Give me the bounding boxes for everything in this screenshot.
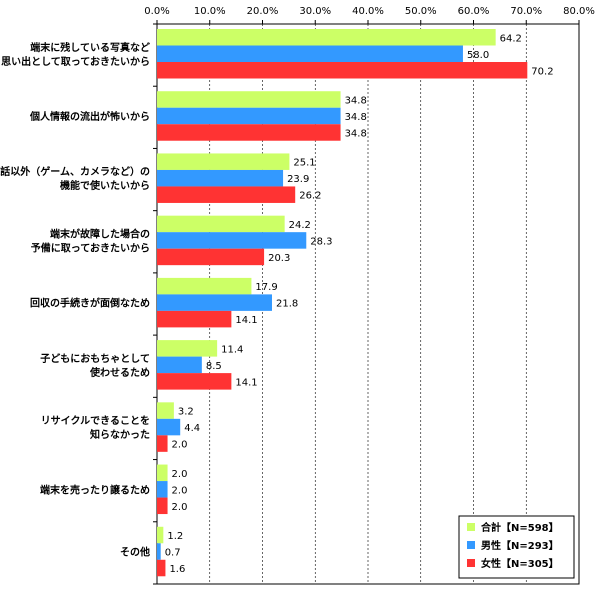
category-label: 子どもにおもちゃとして — [40, 352, 150, 365]
data-label: 14.1 — [235, 377, 257, 388]
bar — [157, 248, 265, 266]
bar — [157, 373, 232, 390]
bar — [157, 418, 181, 436]
data-label: 34.8 — [345, 128, 367, 139]
category-label: 通話以外（ゲーム、カメラなど）の — [0, 165, 150, 178]
bar — [157, 310, 232, 328]
bar — [157, 277, 252, 295]
x-tick-label: 20.0% — [247, 6, 279, 17]
data-label: 21.8 — [276, 299, 298, 310]
data-label: 2.0 — [172, 485, 188, 496]
bar — [157, 526, 164, 544]
x-tick-label: 0.0% — [144, 6, 169, 17]
bar — [157, 402, 174, 419]
bar — [157, 435, 168, 452]
category-label: 端末に残している写真など — [30, 41, 150, 54]
legend-swatch — [467, 541, 475, 549]
data-label: 23.9 — [287, 174, 309, 185]
data-label: 34.8 — [345, 95, 367, 106]
x-tick-label: 60.0% — [458, 6, 490, 17]
legend — [458, 515, 575, 579]
bar — [157, 186, 296, 203]
legend-swatch — [467, 559, 475, 567]
category-label: その他 — [120, 546, 150, 559]
data-label: 24.2 — [289, 220, 311, 231]
category-label: 思い出として取っておきたいから — [1, 55, 150, 68]
data-label: 1.2 — [167, 531, 183, 542]
legend-label: 男性【N=293】 — [481, 539, 559, 552]
category-label: 個人情報の流出が怖いから — [29, 110, 150, 123]
bar — [157, 559, 166, 577]
bar — [157, 464, 168, 482]
data-label: 8.5 — [206, 361, 222, 372]
bar — [157, 62, 528, 79]
bar — [157, 124, 341, 141]
x-tick-label: 10.0% — [194, 6, 226, 17]
category-label: 回収の手続きが面倒なため — [30, 297, 150, 310]
bar — [157, 356, 202, 374]
legend-label: 女性【N=305】 — [481, 557, 559, 570]
bar — [157, 232, 307, 249]
category-label: 端末を売ったり譲るため — [40, 483, 150, 496]
data-label: 2.0 — [172, 440, 188, 451]
data-label: 2.0 — [172, 502, 188, 513]
x-tick-label: 50.0% — [405, 6, 437, 17]
bar — [157, 45, 463, 62]
bar — [157, 340, 218, 357]
data-label: 2.0 — [172, 469, 188, 480]
category-label: リサイクルできることを — [41, 415, 150, 427]
legend-swatch — [467, 523, 475, 531]
legend-label: 合計【N=598】 — [480, 521, 559, 534]
bar — [157, 169, 284, 187]
data-label: 26.2 — [299, 191, 321, 202]
data-label: 11.4 — [221, 344, 243, 355]
data-label: 14.1 — [235, 315, 257, 326]
data-label: 58.0 — [467, 50, 489, 61]
bar — [157, 294, 272, 311]
data-label: 17.9 — [255, 282, 277, 293]
bar — [157, 91, 341, 108]
data-label: 28.3 — [310, 236, 332, 247]
data-label: 34.8 — [345, 112, 367, 123]
data-label: 1.6 — [169, 564, 185, 575]
category-label: 予備に取っておきたいから — [31, 241, 150, 254]
x-tick-label: 40.0% — [352, 6, 384, 17]
bar — [157, 107, 341, 125]
category-label: 知らなかった — [89, 428, 150, 441]
category-label: 機能で使いたいから — [60, 179, 150, 192]
x-tick-label: 30.0% — [299, 6, 331, 17]
bar — [157, 497, 168, 515]
bar — [157, 481, 168, 498]
data-label: 0.7 — [165, 548, 181, 559]
bar — [157, 153, 290, 170]
x-tick-label: 70.0% — [510, 6, 542, 17]
bar — [157, 543, 161, 560]
category-label: 使わせるため — [89, 366, 150, 379]
bar — [157, 215, 285, 233]
data-label: 25.1 — [293, 158, 315, 169]
x-tick-label: 80.0% — [563, 6, 595, 17]
data-label: 70.2 — [531, 66, 553, 77]
data-label: 4.4 — [184, 423, 200, 434]
data-label: 64.2 — [500, 33, 522, 44]
bar — [157, 29, 496, 46]
data-label: 3.2 — [178, 407, 194, 418]
data-label: 20.3 — [268, 253, 290, 264]
category-label: 端末が故障した場合の — [50, 227, 150, 240]
